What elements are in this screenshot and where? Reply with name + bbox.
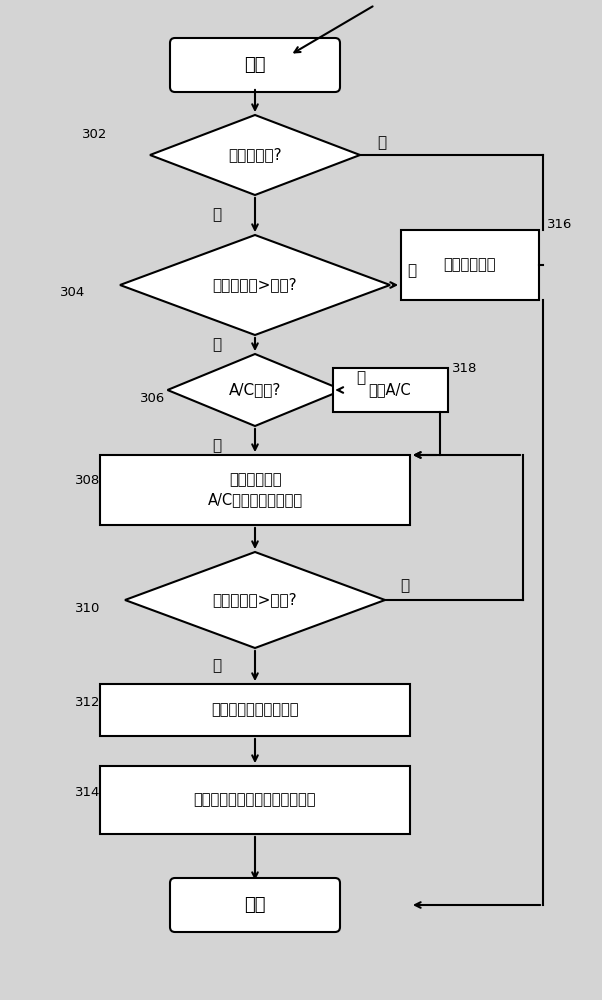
Text: A/C运行?: A/C运行? [229, 382, 281, 397]
Text: 将冷却流体从
A/C引导到蒸汽冷却器: 将冷却流体从 A/C引导到蒸汽冷却器 [208, 473, 303, 507]
Text: 306: 306 [140, 391, 166, 404]
Text: 否: 否 [400, 578, 409, 593]
Text: 否: 否 [408, 263, 417, 278]
Text: 是: 是 [213, 438, 222, 453]
Bar [401, 230, 539, 300]
Text: 是: 是 [213, 337, 222, 352]
Text: 316: 316 [547, 219, 573, 232]
Text: 312: 312 [75, 696, 101, 708]
Text: 将冷凝物提供给发动机用于燃烧: 将冷凝物提供给发动机用于燃烧 [194, 792, 316, 808]
Polygon shape [125, 552, 385, 648]
Bar [100, 766, 410, 834]
Polygon shape [167, 354, 343, 426]
FancyBboxPatch shape [170, 38, 340, 92]
Text: 将冷凝物引导到燃料泵: 将冷凝物引导到燃料泵 [211, 702, 299, 718]
Text: 继续当前运行: 继续当前运行 [444, 257, 496, 272]
Bar [100, 455, 410, 525]
Polygon shape [150, 115, 360, 195]
Bar [100, 684, 410, 736]
Text: 发动机运行?: 发动机运行? [228, 147, 282, 162]
Text: 318: 318 [452, 361, 477, 374]
Polygon shape [120, 235, 390, 335]
Text: 302: 302 [82, 128, 107, 141]
Text: 304: 304 [60, 286, 85, 300]
Text: 否: 否 [377, 135, 386, 150]
Text: 打开A/C: 打开A/C [368, 382, 411, 397]
Bar [332, 368, 447, 412]
Text: 结束: 结束 [244, 896, 265, 914]
Text: 是: 是 [213, 208, 222, 223]
Text: 冷凝物水平>阀值?: 冷凝物水平>阀值? [213, 592, 297, 607]
Text: 燃料筱压力>阀值?: 燃料筱压力>阀值? [213, 277, 297, 292]
Text: 开始: 开始 [244, 56, 265, 74]
Text: 是: 是 [213, 658, 222, 674]
Text: 300: 300 [385, 0, 411, 2]
Text: 310: 310 [75, 601, 101, 614]
FancyBboxPatch shape [170, 878, 340, 932]
Text: 308: 308 [75, 474, 101, 487]
Text: 否: 否 [356, 370, 365, 385]
Text: 314: 314 [75, 786, 101, 798]
